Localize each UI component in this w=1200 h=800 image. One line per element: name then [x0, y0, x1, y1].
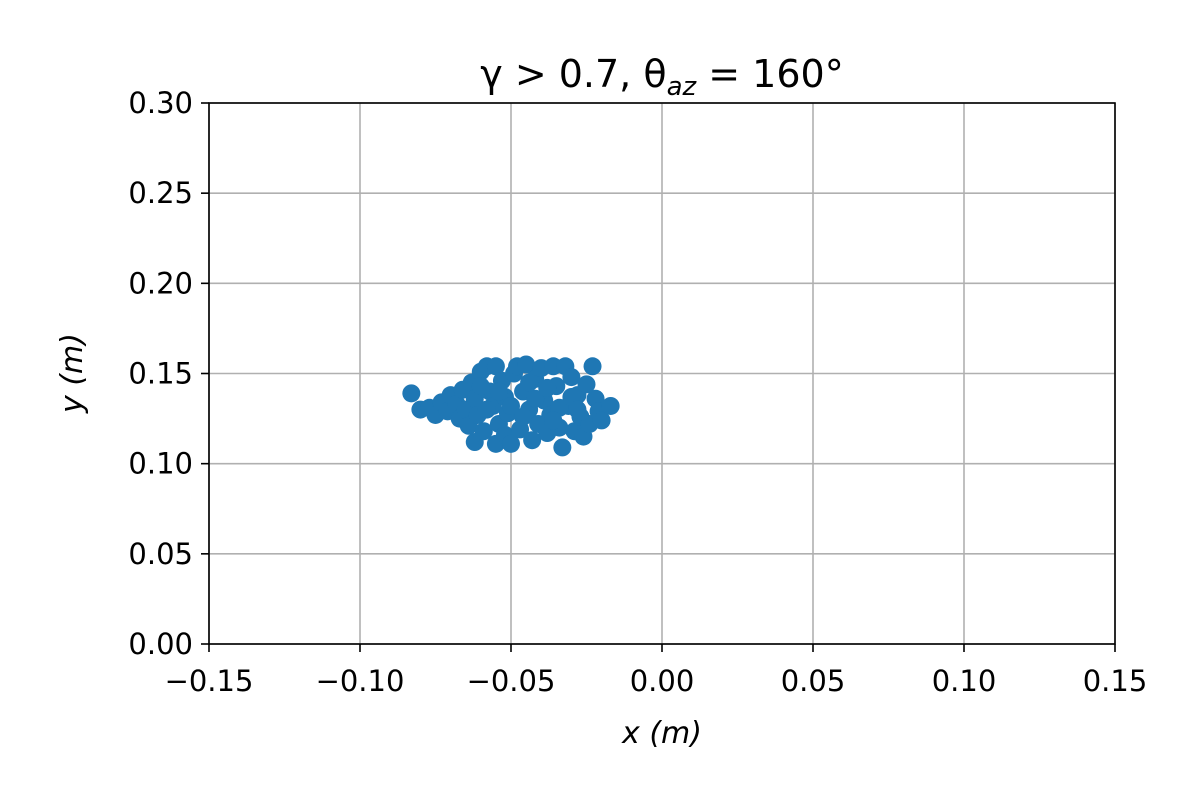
scatter-point — [489, 382, 508, 401]
y-axis-label: y (m) — [55, 333, 90, 414]
scatter-point — [477, 400, 496, 419]
y-tick-label: 0.15 — [128, 357, 193, 391]
y-tick-label: 0.05 — [128, 537, 193, 571]
x-tick-label: 0.15 — [1083, 664, 1148, 698]
scatter-point — [538, 378, 557, 397]
y-tick-label: 0.10 — [128, 447, 193, 481]
scatter-point — [562, 368, 581, 387]
y-tick-label: 0.25 — [128, 176, 193, 210]
scatter-point — [517, 355, 536, 374]
axis-ticks: −0.15 −0.10 −0.05 0.00 0.05 0.10 0.15 0.00 0.05 0… — [128, 86, 1147, 698]
scatter-point — [520, 373, 539, 392]
scatter-point — [474, 422, 493, 441]
scatter-point — [514, 407, 533, 426]
y-tick-label: 0.00 — [128, 627, 193, 661]
chart-title-rest: = 160° — [696, 52, 844, 96]
scatter-point — [583, 357, 602, 376]
scatter-point — [502, 434, 520, 453]
x-tick-label: −0.10 — [316, 664, 405, 698]
x-tick-label: −0.05 — [467, 664, 556, 698]
scatter-point — [526, 389, 545, 408]
chart-title-subscript: az — [667, 72, 698, 102]
y-tick-label: 0.30 — [128, 86, 193, 120]
x-tick-label: 0.10 — [932, 664, 997, 698]
scatter-point — [471, 377, 490, 396]
grid-lines — [208, 102, 1116, 645]
scatter-point — [523, 431, 542, 450]
scatter-point — [544, 411, 563, 430]
scatter-points — [402, 355, 620, 457]
scatter-point — [402, 384, 421, 403]
chart-title-main: γ > 0.7, θ — [480, 52, 666, 96]
x-tick-label: 0.05 — [781, 664, 846, 698]
scatter-point — [577, 375, 596, 394]
scatter-point — [568, 400, 587, 419]
scatter-point — [553, 438, 572, 457]
scatter-point — [486, 357, 505, 376]
scatter-point — [592, 411, 611, 430]
scatter-point — [601, 396, 620, 415]
scatter-point — [502, 396, 520, 415]
x-tick-label: 0.00 — [630, 664, 695, 698]
x-tick-label: −0.15 — [165, 664, 254, 698]
y-tick-label: 0.20 — [128, 266, 193, 300]
chart-title: γ > 0.7, θaz = 160° — [480, 52, 843, 102]
x-axis-label: x (m) — [621, 716, 702, 751]
